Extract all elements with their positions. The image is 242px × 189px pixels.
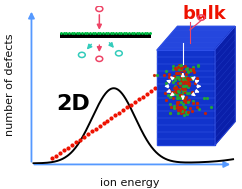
Text: ion energy: ion energy (100, 178, 160, 188)
Polygon shape (157, 50, 214, 145)
Text: number of defects: number of defects (5, 34, 15, 136)
Text: bulk: bulk (183, 5, 227, 23)
Polygon shape (214, 26, 235, 145)
Bar (60, 33, 151, 38)
Polygon shape (157, 26, 235, 50)
Text: 2D: 2D (56, 94, 90, 114)
